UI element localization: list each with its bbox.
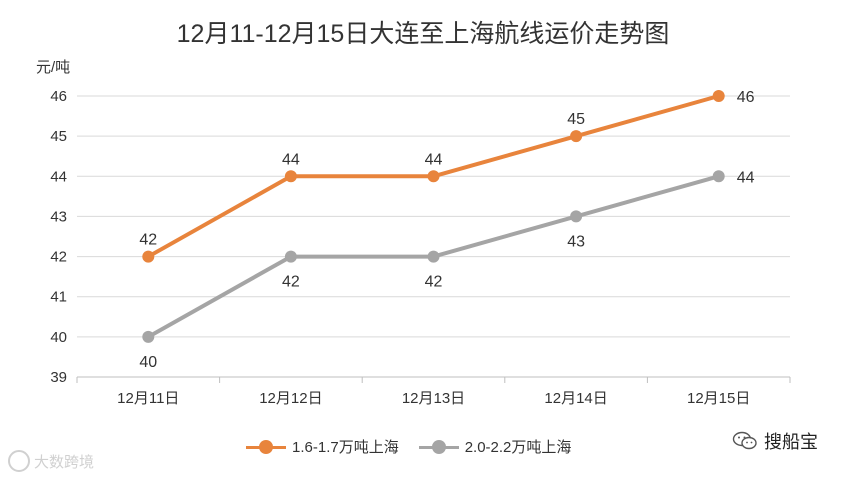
y-tick-label: 42 — [50, 249, 67, 266]
data-label: 45 — [567, 111, 585, 128]
wechat-icon — [732, 431, 757, 450]
data-point — [284, 170, 297, 183]
x-tick-label: 12月13日 — [402, 390, 465, 407]
data-point — [570, 130, 583, 143]
data-label: 46 — [737, 89, 755, 106]
data-label: 42 — [282, 274, 300, 291]
watermark-right-text: 搜船宝 — [764, 432, 818, 452]
watermark-right: 搜船宝 — [732, 428, 818, 454]
x-tick-label: 12月15日 — [687, 390, 750, 407]
y-tick-label: 39 — [50, 369, 67, 386]
data-point — [284, 250, 297, 263]
watermark-left: 大数跨境 — [8, 450, 94, 472]
y-axis-unit: 元/吨 — [36, 59, 71, 76]
x-tick-label: 12月11日 — [117, 390, 179, 407]
data-label: 40 — [139, 354, 157, 371]
y-tick-label: 46 — [50, 88, 67, 105]
data-point — [712, 170, 725, 183]
data-label: 44 — [425, 151, 443, 168]
y-tick-label: 40 — [50, 329, 67, 346]
data-point — [570, 210, 583, 223]
data-label: 44 — [282, 151, 300, 168]
legend-item-series-1: 1.6-1.7万吨上海 — [246, 436, 399, 457]
legend-label-series-1: 1.6-1.7万吨上海 — [292, 439, 399, 456]
data-point — [142, 330, 155, 343]
legend-swatch-series-1 — [246, 439, 286, 454]
y-tick-label: 43 — [50, 208, 67, 225]
chart-title: 12月11-12月15日大连至上海航线运价走势图 — [176, 20, 670, 48]
x-tick-label: 12月14日 — [544, 390, 607, 407]
legend: 1.6-1.7万吨上海 2.0-2.2万吨上海 — [246, 436, 571, 457]
y-tick-label: 45 — [50, 128, 67, 145]
data-label: 44 — [737, 169, 755, 186]
data-point — [427, 170, 440, 183]
data-point — [712, 90, 725, 102]
legend-item-series-2: 2.0-2.2万吨上海 — [418, 436, 572, 457]
y-tick-label: 44 — [50, 168, 67, 185]
data-point — [427, 250, 440, 263]
watermark-left-text: 大数跨境 — [34, 453, 95, 471]
data-label: 43 — [567, 233, 585, 250]
x-tick-label: 12月12日 — [259, 390, 322, 407]
legend-swatch-series-2 — [418, 439, 459, 454]
data-label: 42 — [139, 232, 157, 249]
data-label: 42 — [425, 274, 443, 291]
data-point — [142, 250, 155, 263]
y-tick-label: 41 — [50, 289, 67, 306]
watermark-logo-icon — [8, 450, 30, 472]
legend-label-series-2: 2.0-2.2万吨上海 — [464, 439, 572, 456]
